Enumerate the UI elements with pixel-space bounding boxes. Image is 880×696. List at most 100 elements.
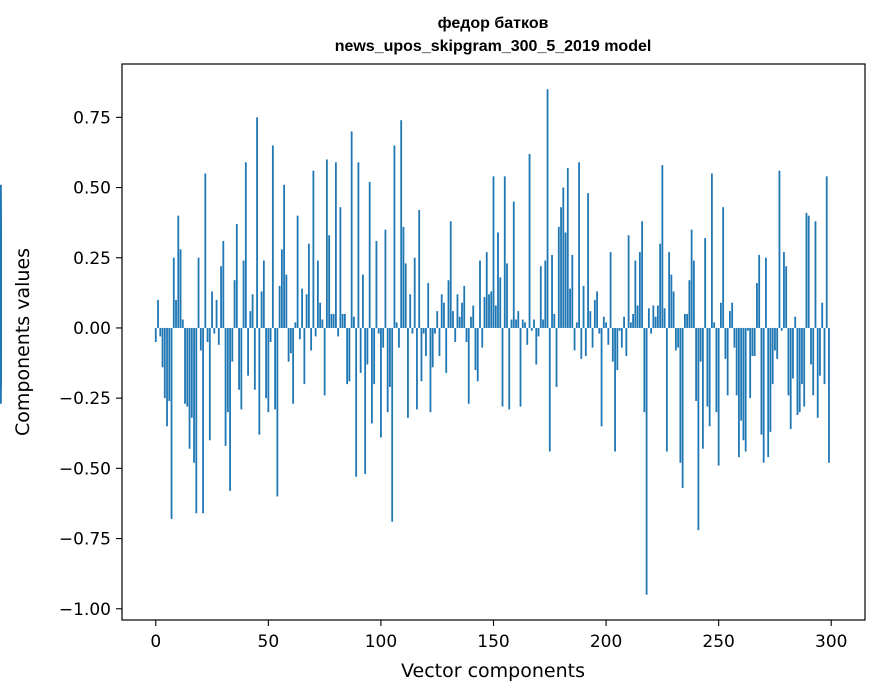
bar-200 (605, 322, 607, 328)
bar-222 (654, 316, 657, 328)
bar-260 (740, 327, 743, 421)
x-tick-label: 200 (590, 632, 622, 652)
bar-207 (620, 327, 623, 348)
bar-49 (265, 327, 267, 399)
bar-283 (792, 327, 794, 379)
bar-21 (202, 327, 204, 514)
bar-44 (253, 327, 256, 390)
bar-88 (353, 316, 355, 328)
bar-149 (490, 291, 493, 328)
bar-158 (510, 319, 513, 328)
plot-frame (121, 63, 866, 621)
bar-175 (548, 327, 551, 452)
bar-94 (366, 327, 369, 365)
bar-91 (359, 327, 362, 373)
bar-227 (665, 327, 668, 452)
bar-163 (521, 319, 524, 328)
bar-43 (251, 294, 254, 328)
bar-266 (753, 327, 756, 357)
bar-254 (726, 327, 729, 396)
bar-189 (580, 327, 583, 359)
bar-194 (591, 327, 594, 348)
bar-192 (587, 193, 589, 328)
bar-82 (339, 207, 342, 328)
bar-284 (794, 316, 797, 328)
bar-247 (710, 173, 713, 328)
bar-124 (434, 327, 436, 334)
bar-30 (222, 240, 225, 328)
bar-70 (312, 170, 315, 328)
bar-69 (310, 327, 313, 351)
bar-118 (420, 327, 423, 382)
bar-231 (674, 327, 677, 351)
bar-299 (828, 327, 830, 463)
bar-108 (398, 327, 400, 348)
bar-253 (724, 327, 727, 359)
bar-252 (722, 207, 725, 328)
bar-62 (294, 322, 297, 328)
chart-subtitle: news_upos_skipgram_300_5_2019 model (335, 38, 652, 55)
bar-216 (641, 221, 644, 328)
bars-group (0, 89, 830, 595)
y-tick-label: −1.00 (59, 600, 111, 620)
bar-81 (337, 327, 340, 337)
bar-246 (708, 327, 711, 427)
bar-195 (593, 299, 596, 328)
bar-285 (796, 327, 799, 416)
bar-125 (436, 311, 439, 328)
bar-67 (305, 294, 308, 328)
bar-217 (643, 327, 646, 413)
bar-90 (357, 162, 360, 328)
bar-11 (179, 249, 182, 328)
bar-119 (422, 327, 425, 334)
bar-39 (242, 260, 245, 328)
x-tick-label: 100 (365, 632, 397, 652)
bar-3 (161, 327, 164, 368)
bar-79 (332, 313, 335, 328)
x-tick-label: 0 (150, 632, 161, 652)
bar-116 (416, 327, 418, 410)
y-tick-label: 0.00 (73, 319, 111, 339)
bar-111 (404, 263, 407, 328)
bar-184 (569, 288, 571, 328)
bar-45 (256, 117, 258, 328)
bar-114 (411, 327, 414, 334)
bar-240 (695, 327, 698, 401)
bar-1 (157, 299, 159, 328)
bar-27 (215, 299, 218, 328)
bar-239 (692, 260, 695, 328)
bar-29 (220, 266, 222, 328)
bar-104 (389, 327, 391, 387)
bar-259 (738, 327, 740, 458)
bar-238 (690, 229, 693, 328)
bar-143 (476, 327, 479, 382)
bar-249 (715, 327, 718, 413)
bar-75 (323, 327, 326, 396)
bar-33 (229, 327, 231, 491)
bar-55 (278, 285, 281, 328)
bar-277 (778, 170, 781, 328)
x-tick-label: 250 (702, 632, 734, 652)
bar-213 (634, 260, 637, 328)
bar-122 (429, 327, 432, 413)
bar-274 (771, 327, 774, 385)
y-tick-label: 0.25 (73, 249, 111, 269)
bar-113 (409, 294, 412, 328)
bar-52 (271, 145, 274, 328)
x-tick-label: 300 (815, 632, 847, 652)
bar-130 (447, 280, 450, 328)
bar-165 (526, 327, 529, 345)
bar-255 (729, 311, 731, 328)
bar-35 (233, 280, 236, 328)
bar-245 (706, 327, 709, 407)
bar-83 (341, 313, 344, 328)
bar-65 (301, 288, 304, 328)
bar-292 (812, 327, 815, 396)
bar-60 (289, 327, 292, 354)
bar-156 (506, 263, 508, 328)
bar-71 (314, 327, 317, 337)
bar-237 (688, 280, 691, 328)
bar-undefined (0, 327, 2, 382)
bar-199 (602, 316, 605, 328)
bar-2 (159, 327, 162, 337)
